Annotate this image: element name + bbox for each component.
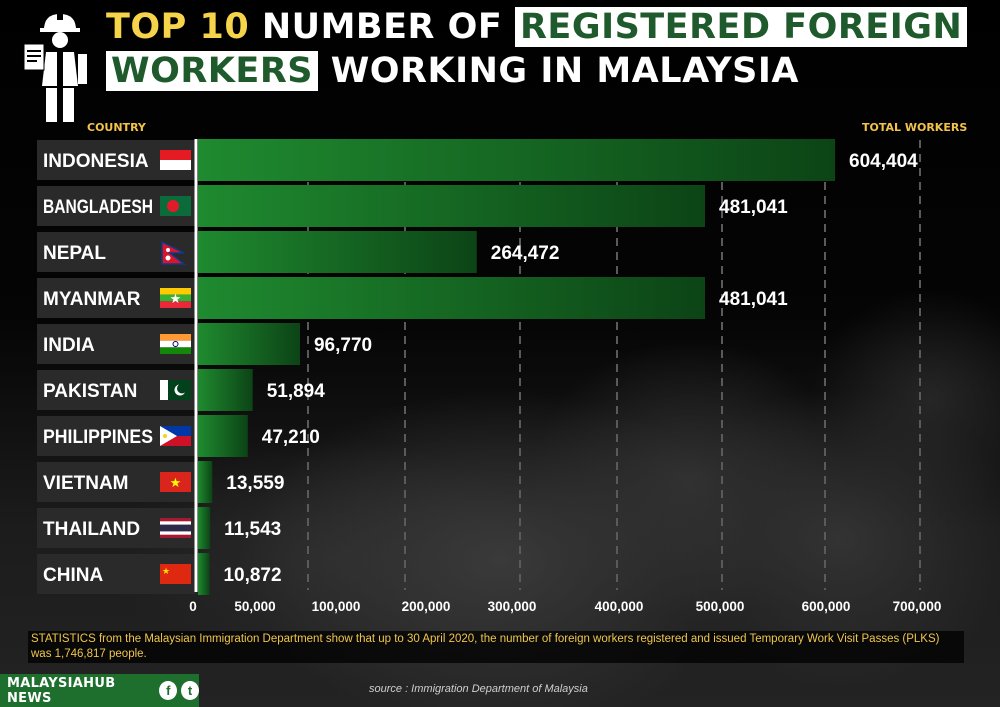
china-flag-icon: ★ [160, 564, 191, 584]
value-label: 51,894 [267, 381, 326, 402]
x-tick-label: 200,000 [402, 599, 451, 614]
svg-text:★: ★ [170, 476, 182, 491]
country-row: VIETNAM ★ [37, 462, 196, 502]
bar [198, 369, 253, 411]
bar [198, 415, 248, 457]
country-label: INDONESIA [43, 151, 149, 172]
title-highlight: WORKERS [106, 51, 318, 91]
country-row: PAKISTAN [37, 370, 196, 410]
country-label: BANGLADESH [43, 197, 153, 218]
country-row: PHILIPPINES [37, 416, 196, 456]
bar [198, 553, 210, 595]
country-row: BANGLADESH [37, 186, 196, 226]
country-label: THAILAND [43, 519, 140, 540]
brand-bar: MALAYSIAHUB NEWS f t [0, 674, 199, 707]
x-tick-label: 500,000 [696, 599, 745, 614]
brand-name: MALAYSIAHUB NEWS [7, 675, 116, 706]
nepal-flag-icon [161, 240, 187, 265]
title-line-1: TOP 10 NUMBER OF REGISTERED FOREIGN [106, 7, 968, 47]
bar [198, 277, 706, 319]
svg-text:★: ★ [170, 292, 182, 307]
vietnam-flag-icon: ★ [160, 472, 191, 492]
x-tick-label: 0 [189, 599, 197, 614]
myanmar-flag-icon: ★ [160, 288, 191, 308]
value-label: 47,210 [262, 427, 320, 448]
country-label: MYANMAR [43, 289, 141, 310]
value-label: 604,404 [849, 151, 918, 172]
country-row: CHINA ★ [37, 554, 196, 594]
x-tick-label: 400,000 [595, 599, 644, 614]
facebook-icon[interactable]: f [159, 681, 178, 700]
svg-text:★: ★ [162, 567, 170, 577]
india-flag-icon [160, 334, 191, 354]
indonesia-flag-icon [160, 150, 191, 170]
country-row: INDONESIA [37, 140, 196, 180]
value-label: 11,543 [224, 519, 281, 540]
pakistan-flag-icon [160, 380, 191, 400]
bar [198, 139, 836, 181]
title-accent: TOP 10 [106, 7, 250, 47]
worker-icon [23, 14, 87, 122]
total-workers-header: TOTAL WORKERS [862, 121, 968, 134]
value-label: 13,559 [226, 473, 284, 494]
bar [198, 507, 211, 549]
value-label: 481,041 [719, 197, 788, 218]
country-header: COUNTRY [87, 121, 146, 134]
x-tick-label: 700,000 [893, 599, 942, 614]
bar [198, 231, 477, 273]
philippines-flag-icon [160, 426, 191, 446]
x-tick-label: 600,000 [802, 599, 851, 614]
x-tick-label: 50,000 [234, 599, 275, 614]
title-highlight: REGISTERED FOREIGN [514, 7, 968, 47]
bar [198, 185, 706, 227]
country-row: NEPAL [37, 232, 196, 272]
country-label: NEPAL [43, 243, 106, 264]
title-line-2: WORKERS WORKING IN MALAYSIA [106, 51, 799, 91]
statistics-note: STATISTICS from the Malaysian Immigratio… [28, 631, 964, 663]
source-text: source : Immigration Department of Malay… [369, 683, 588, 695]
thailand-flag-icon [160, 518, 191, 538]
x-tick-label: 100,000 [312, 599, 361, 614]
value-label: 264,472 [491, 243, 560, 264]
value-label: 481,041 [719, 289, 788, 310]
country-row: MYANMAR ★ [37, 278, 196, 318]
country-row: INDIA [37, 324, 196, 364]
tiktok-icon[interactable]: t [181, 681, 199, 700]
x-tick-label: 300,000 [488, 599, 537, 614]
country-label: PAKISTAN [43, 381, 137, 402]
bar [198, 461, 213, 503]
title-text: WORKING IN MALAYSIA [330, 51, 799, 91]
bar [198, 323, 300, 365]
value-label: 10,872 [223, 565, 281, 586]
country-row: THAILAND [37, 508, 196, 548]
country-label: CHINA [43, 565, 103, 586]
country-label: INDIA [43, 335, 95, 356]
value-label: 96,770 [314, 335, 372, 356]
title-text: NUMBER OF [261, 7, 503, 47]
country-label: VIETNAM [43, 473, 129, 494]
country-label: PHILIPPINES [43, 427, 153, 448]
bangladesh-flag-icon [160, 196, 191, 216]
